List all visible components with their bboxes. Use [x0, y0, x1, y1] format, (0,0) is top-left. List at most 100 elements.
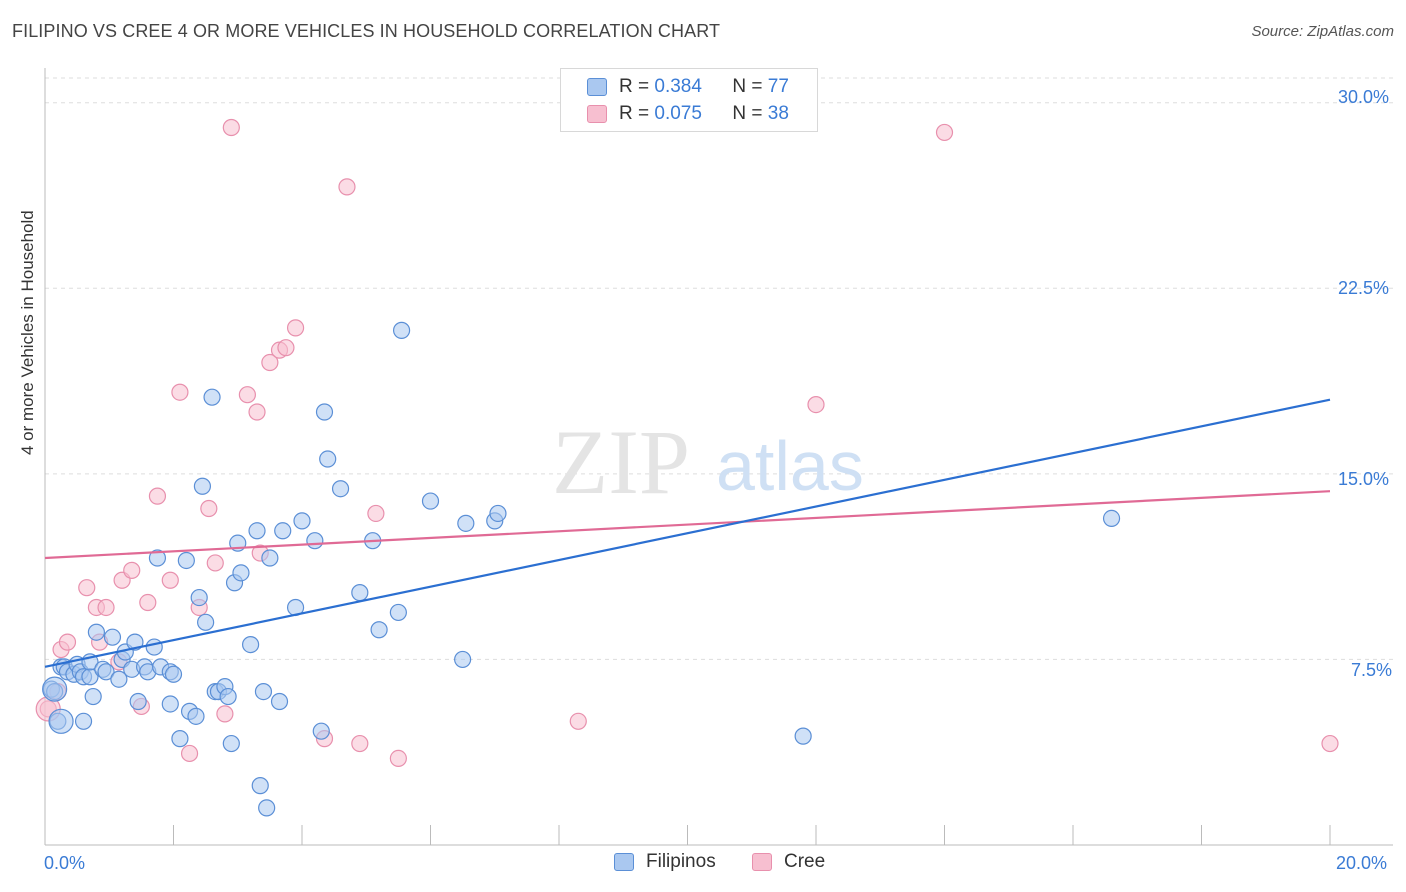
r-label: R = — [619, 103, 655, 124]
filipinos-point — [421, 492, 440, 510]
filipinos-point — [203, 388, 221, 406]
cree-trend-line — [44, 490, 1331, 560]
cree-point — [222, 118, 240, 137]
filipinos-point — [148, 549, 167, 567]
filipinos-point — [84, 687, 102, 706]
filipinos-point — [351, 584, 369, 602]
filipinos-point — [110, 670, 128, 688]
filipinos-point — [103, 628, 122, 646]
filipinos-point — [190, 588, 208, 607]
filipinos-trend-line — [44, 398, 1331, 668]
filipinos-point — [389, 603, 407, 622]
cree-point — [277, 339, 295, 357]
cree-point — [338, 178, 356, 196]
watermark-zip: ZIP — [552, 411, 690, 513]
filipinos-point — [248, 522, 266, 540]
filipinos-legend-label: Filipinos — [646, 851, 716, 872]
cree-point — [807, 395, 825, 414]
filipinos-point — [254, 682, 273, 701]
y-tick-label: 30.0% — [1338, 87, 1390, 107]
correlation-legend: R = 0.384 N = 77 R = 0.075 N = 38 — [560, 68, 818, 132]
filipinos-point — [97, 663, 115, 681]
cree-point — [389, 749, 407, 768]
filipinos-point — [312, 722, 330, 740]
cree-point — [171, 383, 189, 401]
cree-point — [58, 633, 77, 651]
cree-point — [238, 386, 256, 404]
filipinos-point — [331, 480, 350, 498]
r-label: R = — [619, 76, 655, 97]
cree-point — [248, 403, 266, 421]
filipinos-point — [489, 504, 507, 523]
filipinos-point — [177, 551, 195, 570]
y-tick-label: 15.0% — [1338, 469, 1390, 489]
r-value: 0.384 — [654, 76, 702, 97]
filipinos-point — [392, 321, 411, 339]
filipinos-point — [315, 403, 334, 421]
r-value: 0.075 — [654, 103, 702, 124]
legend-row-filipinos: R = 0.384 N = 77 — [587, 75, 789, 99]
filipinos-point — [145, 638, 163, 656]
filipinos-point — [319, 450, 337, 468]
filipinos-point — [242, 635, 260, 654]
x-tick-label-min: 0.0% — [44, 853, 86, 873]
filipinos-point — [161, 695, 179, 713]
cree-point — [78, 579, 96, 597]
cree-point — [139, 593, 157, 612]
cree-point — [200, 499, 218, 518]
y-tick-label: 22.5% — [1338, 278, 1390, 298]
n-label: N = — [732, 76, 768, 97]
cree-legend-label: Cree — [784, 851, 826, 872]
filipinos-point — [261, 549, 279, 567]
cree-point — [161, 571, 179, 589]
cree-point — [569, 712, 587, 730]
x-tick-label-max: 20.0% — [1336, 853, 1388, 873]
n-value: 77 — [767, 76, 789, 97]
filipinos-point — [274, 522, 292, 540]
filipinos-point — [270, 692, 289, 711]
cree-point — [216, 705, 234, 723]
cree-point — [935, 123, 954, 142]
cree-point — [123, 561, 141, 579]
watermark: ZIP atlas — [552, 411, 864, 513]
filipinos-point-large — [42, 676, 68, 702]
filipinos-point — [258, 799, 276, 817]
cree-point — [97, 598, 115, 617]
legend-item-filipinos: Filipinos — [614, 851, 716, 873]
trend-lines — [44, 398, 1331, 668]
filipinos-point — [187, 707, 205, 725]
y-axis-label: 4 or more Vehicles in Household — [18, 210, 37, 455]
filipinos-point — [306, 532, 324, 550]
filipinos-swatch — [587, 78, 607, 96]
filipinos-point — [370, 621, 388, 639]
source-credit: Source: ZipAtlas.com — [1251, 23, 1394, 40]
filipinos-point — [193, 477, 212, 495]
filipinos-point — [251, 777, 269, 795]
filipinos-point — [197, 613, 215, 631]
filipinos-point — [293, 512, 311, 530]
filipinos-legend-swatch — [614, 853, 634, 871]
cree-point — [148, 487, 167, 505]
filipinos-point-large — [48, 708, 74, 734]
legend-item-cree: Cree — [752, 851, 825, 873]
filipinos-point — [126, 633, 144, 651]
cree-point — [286, 319, 305, 337]
cree-point — [1321, 734, 1339, 753]
y-tick-label: 7.5% — [1351, 660, 1393, 680]
n-value: 38 — [767, 103, 789, 124]
filipinos-point — [232, 564, 250, 582]
filipinos-series — [42, 321, 1121, 817]
filipinos-point — [457, 514, 475, 532]
filipinos-point — [222, 734, 240, 753]
cree-legend-swatch — [752, 853, 772, 871]
cree-point — [351, 734, 369, 753]
filipinos-point — [171, 730, 189, 748]
filipinos-point — [74, 712, 93, 730]
cree-swatch — [587, 105, 607, 123]
filipinos-point — [219, 687, 237, 706]
cree-point — [180, 744, 199, 763]
legend-row-cree: R = 0.075 N = 38 — [587, 102, 789, 126]
cree-point — [261, 353, 279, 372]
filipinos-point — [129, 692, 147, 711]
